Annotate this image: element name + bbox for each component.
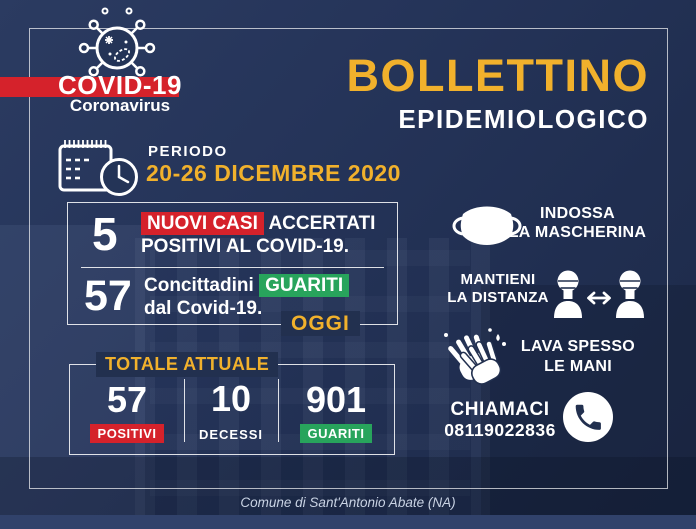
new-cases-text: NUOVI CASI ACCERTATI POSITIVI AL COVID-1…	[141, 212, 375, 258]
mask-icon	[447, 197, 527, 258]
phone-icon	[562, 391, 614, 448]
covid-banner-title: COVID-19	[58, 70, 182, 100]
guideline-distance-line1: MANTIENI	[460, 271, 536, 288]
guideline-distance-line2: LA DISTANZA	[447, 289, 549, 306]
period-label: PERIODO	[148, 143, 228, 160]
new-cases-after: ACCERTATI	[268, 213, 376, 234]
bottom-photo-strip	[0, 515, 696, 529]
call-phone-number: 08119022836	[444, 420, 556, 440]
stats-divider	[81, 267, 384, 268]
recovered-line2: dal Covid-19.	[144, 298, 263, 319]
title-line2: EPIDEMIOLOGICO	[398, 104, 649, 134]
guariti-label: GUARITI	[299, 423, 373, 443]
decessi-value: 10	[210, 377, 252, 419]
totals-title: TOTALE ATTUALE	[96, 352, 279, 377]
recovered-text: Concittadini GUARITI dal Covid-19.	[144, 274, 350, 320]
footer-municipality: Comune di Sant'Antonio Abate (NA)	[240, 495, 456, 510]
positivi-label: POSITIVI	[89, 423, 165, 443]
guideline-mask-line1: INDOSSA	[540, 205, 615, 222]
totals-decessi-column: 10 DECESSI	[184, 365, 278, 454]
covid-banner-subtitle: Coronavirus	[69, 96, 171, 115]
covid-red-banner	[0, 77, 179, 97]
wash-hands-icon	[438, 324, 514, 393]
guideline-mask-text: INDOSSA LA MASCHERINA	[505, 205, 650, 242]
title-line1: BOLLETTINO	[346, 50, 649, 101]
guideline-call-text: CHIAMACI 08119022836	[436, 399, 564, 441]
totals-guariti-column: 901 GUARITI	[278, 365, 394, 454]
weekly-stats-box: 5 NUOVI CASI ACCERTATI POSITIVI AL COVID…	[67, 202, 398, 336]
virus-icon	[74, 2, 160, 91]
totals-divider-1	[184, 379, 185, 442]
current-totals-box: TOTALE ATTUALE 57 POSITIVI 10 DECESSI 90…	[69, 352, 395, 455]
new-cases-line2: POSITIVI AL COVID-19.	[141, 236, 349, 257]
social-distance-icon	[551, 268, 647, 325]
totals-divider-2	[278, 379, 279, 442]
recovered-badge: GUARITI	[259, 274, 350, 297]
guideline-hands-text: LAVA SPESSO LE MANI	[508, 337, 648, 376]
new-cases-badge: NUOVI CASI	[141, 212, 264, 235]
totals-positivi-column: 57 POSITIVI	[70, 365, 184, 454]
guideline-mask-line2: LA MASCHERINA	[508, 223, 647, 241]
recovered-before: Concittadini	[144, 275, 254, 296]
positivi-value: 57	[106, 378, 148, 420]
calendar-clock-icon	[56, 135, 140, 202]
guariti-value: 901	[305, 378, 367, 420]
decessi-label: DECESSI	[198, 426, 264, 442]
today-label: OGGI	[281, 311, 360, 336]
guideline-hands-line1: LAVA SPESSO	[520, 338, 636, 355]
inner-frame-border	[29, 28, 668, 489]
period-value: 20-26 DICEMBRE 2020	[146, 160, 401, 186]
recovered-value: 57	[84, 272, 132, 320]
call-label: CHIAMACI	[450, 399, 550, 420]
new-cases-value: 5	[92, 208, 118, 260]
guideline-distance-text: MANTIENI LA DISTANZA	[438, 271, 558, 307]
guideline-hands-line2: LE MANI	[544, 357, 612, 375]
page-title: BOLLETTINO EPIDEMIOLOGICO	[347, 50, 649, 133]
